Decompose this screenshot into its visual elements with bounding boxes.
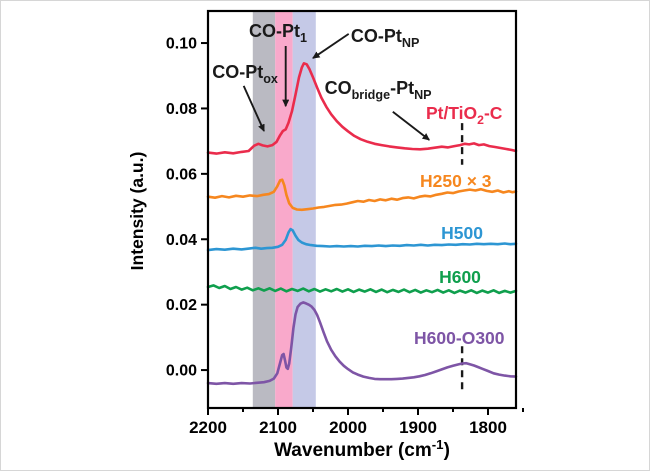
series-label-H500: H500 xyxy=(441,223,483,243)
series-line-H500 xyxy=(206,227,518,252)
series-line-Pt-TiO2-C xyxy=(206,61,518,155)
y-axis-title: Intensity (a.u.) xyxy=(127,152,147,271)
pink-band-CO-Pt1 xyxy=(275,11,293,408)
series-label-H250-3: H250 × 3 xyxy=(420,171,492,191)
x-tick-label: 1900 xyxy=(399,418,437,437)
annotation-text-4: CObridge-PtNP xyxy=(325,78,432,102)
series-label-Pt-TiO2-C: Pt/TiO2-C xyxy=(426,103,503,127)
y-tick-label: 0.00 xyxy=(166,363,197,380)
series-label-H600-O300: H600-O300 xyxy=(414,328,505,348)
series-label-H600: H600 xyxy=(439,267,481,287)
y-tick-label: 0.02 xyxy=(166,297,197,314)
gray-band-CO-Ptox xyxy=(252,11,276,408)
annotation-text-2: CO-Ptox xyxy=(212,62,278,86)
x-tick-label: 2200 xyxy=(189,418,227,437)
annotation-arrow-3 xyxy=(312,33,350,59)
y-tick-label: 0.04 xyxy=(166,232,197,249)
series-line-H600-O300 xyxy=(206,301,518,386)
x-tick-label: 2000 xyxy=(329,418,367,437)
x-tick-label: 2100 xyxy=(259,418,297,437)
annotation-arrow-2 xyxy=(242,85,265,132)
y-tick-label: 0.08 xyxy=(166,101,197,118)
series-line-H600 xyxy=(206,284,518,295)
annotation-text-3: CO-PtNP xyxy=(351,26,420,50)
annotation-text-1: CO-Pt1 xyxy=(249,21,307,45)
series-line-H250-3 xyxy=(206,178,518,212)
x-tick-label: 1800 xyxy=(469,418,507,437)
plot-frame xyxy=(206,9,518,410)
annotation-arrow-4 xyxy=(392,110,430,141)
y-tick-label: 0.10 xyxy=(166,36,197,53)
y-tick-label: 0.06 xyxy=(166,166,197,183)
x-axis-title: Wavenumber (cm-1) xyxy=(274,437,450,461)
